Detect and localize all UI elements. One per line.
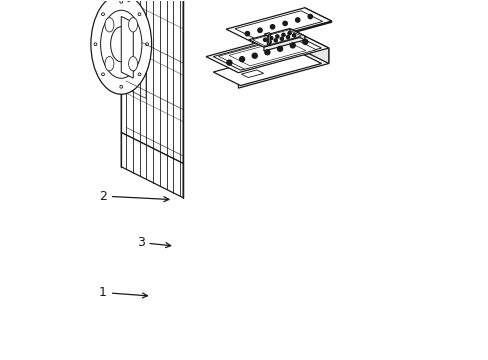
Polygon shape (121, 17, 133, 78)
Circle shape (307, 14, 312, 19)
Ellipse shape (101, 10, 142, 78)
Circle shape (263, 38, 266, 41)
Polygon shape (241, 70, 263, 77)
Circle shape (269, 37, 272, 40)
Polygon shape (238, 48, 328, 88)
Circle shape (302, 39, 307, 44)
Polygon shape (213, 35, 321, 70)
Circle shape (286, 36, 289, 39)
Polygon shape (264, 33, 271, 35)
Circle shape (292, 34, 295, 37)
Circle shape (245, 32, 249, 36)
Polygon shape (235, 11, 322, 40)
Circle shape (239, 57, 244, 62)
Polygon shape (121, 132, 183, 198)
Polygon shape (252, 30, 301, 46)
Circle shape (280, 37, 283, 40)
Polygon shape (121, 0, 183, 163)
Polygon shape (248, 28, 304, 47)
Ellipse shape (91, 0, 151, 94)
Circle shape (295, 18, 299, 22)
Circle shape (275, 35, 278, 38)
Polygon shape (213, 50, 321, 86)
Text: 1: 1 (99, 286, 147, 299)
Polygon shape (225, 8, 331, 42)
Circle shape (252, 53, 257, 58)
Circle shape (289, 43, 295, 48)
Polygon shape (252, 21, 331, 44)
Ellipse shape (128, 57, 137, 71)
Text: 3: 3 (136, 236, 170, 249)
Circle shape (264, 50, 269, 55)
Polygon shape (205, 32, 328, 73)
Circle shape (226, 60, 231, 65)
Ellipse shape (110, 27, 132, 62)
Polygon shape (268, 33, 270, 44)
Polygon shape (304, 8, 331, 22)
Polygon shape (218, 37, 316, 69)
Circle shape (281, 33, 285, 36)
Ellipse shape (105, 57, 114, 71)
Polygon shape (228, 40, 305, 66)
Circle shape (283, 21, 286, 26)
Polygon shape (267, 34, 270, 45)
Circle shape (287, 32, 291, 35)
Ellipse shape (105, 18, 114, 32)
Polygon shape (296, 32, 328, 63)
Circle shape (277, 46, 282, 51)
Circle shape (267, 40, 271, 44)
Circle shape (274, 39, 277, 42)
Polygon shape (289, 28, 304, 40)
Circle shape (270, 25, 274, 29)
Ellipse shape (128, 18, 137, 32)
Polygon shape (264, 36, 304, 51)
Polygon shape (119, 0, 129, 2)
Circle shape (257, 28, 262, 32)
Text: 2: 2 (99, 190, 168, 203)
